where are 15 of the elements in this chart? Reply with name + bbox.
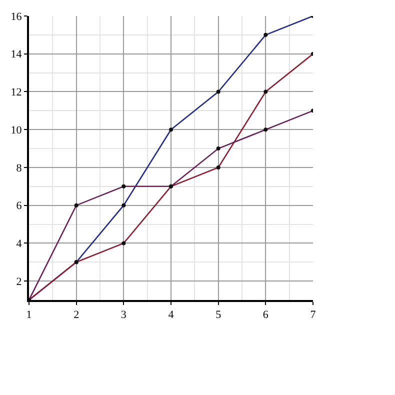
y-tick-label: 14 <box>10 48 22 61</box>
y-tick-label: 16 <box>10 10 22 23</box>
x-tick-label: 6 <box>262 309 269 322</box>
y-tick-label: 2 <box>16 276 22 288</box>
x-tick-label: 1 <box>26 309 32 322</box>
y-tick-label: 6 <box>16 200 22 212</box>
y-tick-label: 4 <box>16 238 22 250</box>
y-tick-label: 8 <box>16 162 22 174</box>
y-tick-label: 10 <box>10 124 22 136</box>
y-tick-label: 12 <box>10 86 22 99</box>
x-tick-label: 4 <box>168 309 174 322</box>
x-tick-label: 5 <box>216 309 222 322</box>
x-tick-label: 3 <box>120 309 127 322</box>
x-tick-label: 2 <box>74 309 80 322</box>
x-tick-label: 7 <box>310 309 316 322</box>
